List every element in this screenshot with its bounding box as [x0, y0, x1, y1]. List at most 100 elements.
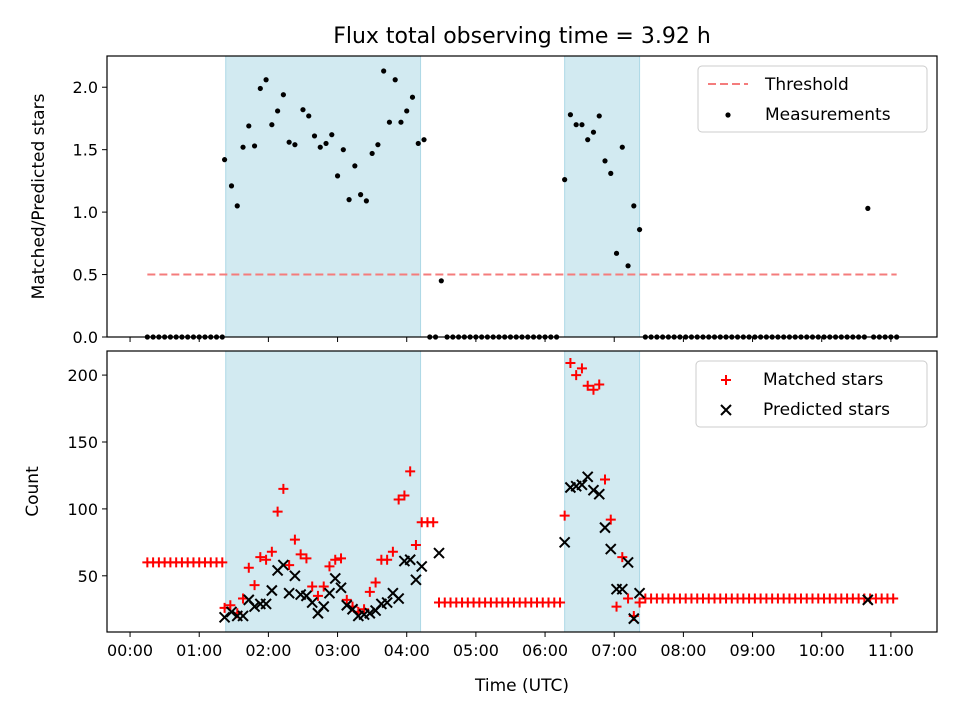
legend: Matched stars Predicted stars — [695, 360, 928, 428]
matched-stars-point — [605, 514, 616, 525]
legend-predicted-swatch — [720, 404, 732, 416]
predicted-stars-point — [266, 584, 278, 597]
matched-stars-point — [243, 562, 254, 573]
predicted-stars-point — [260, 598, 272, 610]
predicted-stars-point — [433, 547, 445, 559]
measurement-point — [346, 197, 352, 203]
predicted-stars-point — [416, 560, 428, 573]
matched-stars-point — [324, 561, 335, 572]
matched-stars-point — [582, 380, 593, 391]
measurement-point — [286, 139, 292, 145]
y-tick-label: 1.5 — [73, 141, 98, 160]
matched-stars-point — [399, 490, 410, 501]
x-tick-label: 05:00 — [453, 641, 499, 660]
legend-box — [695, 360, 928, 428]
y-tick-label: 50 — [78, 567, 98, 586]
axes-frame — [106, 55, 938, 338]
legend: Threshold Measurements — [697, 65, 928, 133]
predicted-stars-point — [576, 479, 588, 491]
measurement-point — [381, 68, 387, 74]
matched-stars-point — [225, 600, 236, 611]
measurement-point — [608, 170, 614, 176]
measurement-point — [567, 112, 574, 118]
x-tick-label: 11:00 — [868, 641, 914, 660]
chart-title: Flux total observing time = 3.92 h — [333, 24, 711, 49]
measurement-point — [386, 119, 393, 125]
measurement-point — [221, 157, 228, 163]
y-axis-label: Matched/Predicted stars — [29, 93, 49, 299]
x-axis-label: Time (UTC) — [474, 676, 569, 696]
matched-stars-point — [370, 577, 381, 588]
y-tick-label: 0.5 — [73, 266, 98, 285]
predicted-stars-point — [289, 570, 301, 582]
legend-threshold-label: Threshold — [764, 75, 849, 95]
measurement-point — [352, 163, 358, 169]
predicted-stars-point — [410, 574, 422, 586]
matched-stars-point — [571, 370, 582, 381]
predicted-stars-point — [248, 600, 261, 613]
measurement-point — [369, 150, 375, 157]
matched-stars-point — [600, 474, 610, 485]
matched-stars-point — [405, 466, 416, 477]
measurement-point — [602, 158, 608, 164]
predicted-stars-point — [599, 521, 611, 534]
matched-stars-point — [382, 554, 393, 565]
y-tick-label: 200 — [67, 366, 98, 385]
matched-stars-point — [634, 597, 645, 608]
predicted-stars-point — [237, 610, 249, 622]
predicted-stars-point — [392, 592, 405, 605]
predicted-stars-point — [318, 600, 330, 613]
measurement-point — [619, 144, 625, 150]
measurement-point — [421, 137, 427, 143]
predicted-stars-point — [306, 596, 318, 609]
matched-stars-point — [611, 601, 622, 612]
measurement-point — [415, 140, 421, 147]
predicted-stars-point — [616, 583, 628, 595]
x-tick-label: 03:00 — [315, 641, 361, 660]
matched-stars-point — [336, 553, 347, 564]
measurement-point — [329, 132, 335, 138]
matched-stars-point — [266, 546, 277, 557]
measurement-point — [409, 94, 416, 100]
predicted-stars-point — [587, 484, 600, 496]
shaded-interval — [564, 55, 641, 338]
x-tick-label: 01:00 — [176, 641, 222, 660]
matched-stars-point — [318, 581, 329, 592]
measurement-point — [358, 192, 364, 198]
measurement-point — [340, 147, 346, 153]
matched-stars-point — [307, 581, 318, 592]
measurement-point — [251, 143, 258, 149]
matched-stars-point — [555, 597, 566, 608]
top-panel: 0.0 0.5 1.0 1.5 2.0 Matched/Predicted stars Th… — [29, 55, 938, 347]
measurement-point — [246, 123, 252, 129]
matched-stars-point — [249, 580, 260, 591]
matched-stars-point — [387, 546, 398, 557]
predicted-stars-point — [558, 536, 571, 549]
measurement-point — [438, 278, 444, 284]
measurement-point — [636, 226, 643, 233]
predicted-stars-point — [335, 582, 347, 594]
matched-stars-point — [330, 554, 341, 565]
measurement-point — [240, 144, 246, 150]
predicted-stars-point — [329, 572, 341, 585]
x-tick-label: 08:00 — [660, 641, 706, 660]
matched-stars-point — [594, 379, 605, 390]
measurement-point — [334, 173, 341, 179]
x-tick-label: 07:00 — [591, 641, 637, 660]
predicted-stars-point — [593, 488, 605, 500]
predicted-stars-point — [364, 607, 376, 619]
matched-stars-point — [255, 552, 266, 563]
measurement-point — [625, 263, 631, 269]
measurement-point — [596, 113, 602, 119]
measurement-point — [300, 107, 306, 113]
matched-stars-point — [888, 593, 899, 604]
predicted-stars-point — [341, 599, 353, 611]
matched-stars-point — [295, 549, 306, 560]
measurement-point — [317, 144, 323, 150]
measurement-point — [269, 122, 275, 128]
predicted-stars-point — [862, 594, 874, 606]
y-tick-label: 150 — [67, 433, 98, 452]
measurement-point — [275, 108, 281, 114]
matched-stars-point — [359, 604, 370, 615]
